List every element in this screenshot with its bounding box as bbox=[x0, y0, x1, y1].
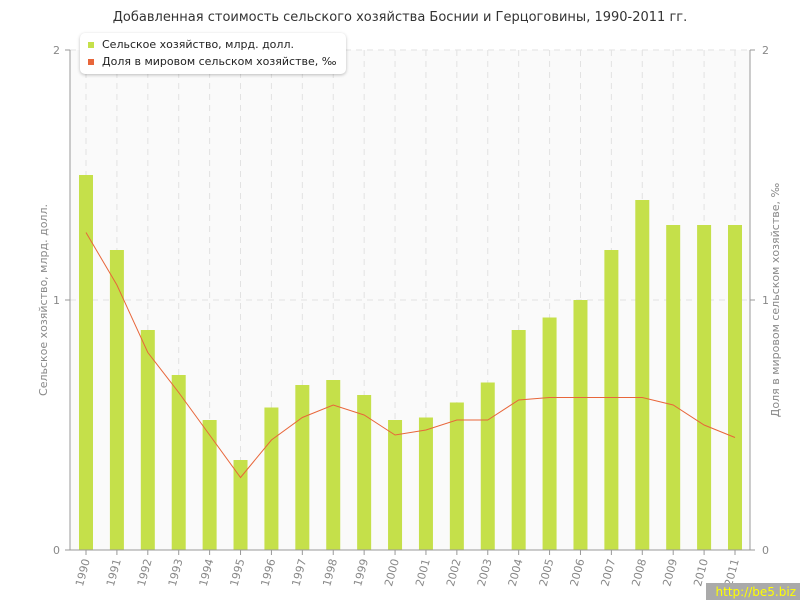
x-tick-label: 1998 bbox=[320, 557, 340, 587]
y2-tick-label: 2 bbox=[762, 44, 769, 57]
x-tick-label: 2000 bbox=[382, 557, 402, 587]
x-tick-label: 1996 bbox=[259, 557, 279, 587]
x-tick-label: 2009 bbox=[660, 557, 680, 587]
y-tick-label: 1 bbox=[53, 294, 60, 307]
y-tick-label: 2 bbox=[53, 44, 60, 57]
bar bbox=[449, 402, 464, 550]
bar bbox=[418, 417, 433, 550]
bar bbox=[480, 382, 495, 550]
legend-swatch-bars bbox=[88, 42, 94, 48]
x-tick-label: 2005 bbox=[537, 557, 557, 587]
bar bbox=[109, 250, 124, 550]
x-tick-label: 2002 bbox=[444, 557, 464, 587]
bar bbox=[79, 175, 93, 550]
x-tick-label: 1992 bbox=[135, 557, 155, 587]
bar bbox=[635, 200, 650, 550]
legend-label-bars: Сельское хозяйство, млрд. долл. bbox=[102, 38, 294, 51]
legend-swatch-line bbox=[88, 59, 94, 65]
bar bbox=[511, 330, 526, 550]
x-tick-label: 1991 bbox=[104, 557, 124, 587]
legend: Сельское хозяйство, млрд. долл. Доля в м… bbox=[80, 33, 347, 74]
y2-axis-title: Доля в мировом сельском хозяйстве, ‰ bbox=[769, 183, 782, 418]
x-tick-label: 2006 bbox=[568, 557, 588, 587]
bar bbox=[666, 225, 681, 550]
x-tick-label: 2004 bbox=[506, 557, 526, 587]
y2-tick-label: 0 bbox=[762, 544, 769, 557]
legend-item-bars[interactable]: Сельское хозяйство, млрд. долл. bbox=[88, 36, 336, 53]
bar bbox=[728, 225, 742, 550]
x-tick-label: 1997 bbox=[289, 557, 309, 587]
x-tick-label: 2008 bbox=[629, 557, 649, 587]
bar bbox=[140, 330, 155, 550]
y2-tick-label: 1 bbox=[762, 294, 769, 307]
line-series bbox=[85, 232, 736, 479]
bar bbox=[233, 460, 248, 550]
x-tick-label: 2001 bbox=[413, 557, 433, 587]
bar bbox=[357, 395, 372, 550]
bar bbox=[573, 300, 588, 550]
bar bbox=[604, 250, 619, 550]
x-tick-label: 1999 bbox=[351, 557, 371, 587]
y-axis-title: Сельское хозяйство, млрд. долл. bbox=[37, 204, 50, 396]
bar bbox=[171, 375, 186, 550]
x-tick-label: 1990 bbox=[73, 557, 93, 587]
bar bbox=[264, 407, 279, 550]
legend-label-line: Доля в мировом сельском хозяйстве, ‰ bbox=[102, 55, 337, 68]
bar bbox=[326, 380, 341, 550]
x-tick-label: 2007 bbox=[598, 557, 618, 587]
x-tick-label: 2003 bbox=[475, 557, 495, 587]
legend-item-line[interactable]: Доля в мировом сельском хозяйстве, ‰ bbox=[88, 53, 336, 70]
watermark-link[interactable]: http://be5.biz bbox=[705, 583, 800, 600]
x-tick-label: 1994 bbox=[197, 557, 217, 587]
y-tick-label: 0 bbox=[53, 544, 60, 557]
bar bbox=[388, 420, 403, 550]
chart-title: Добавленная стоимость сельского хозяйств… bbox=[112, 10, 688, 25]
bar bbox=[202, 420, 217, 550]
x-tick-label: 1995 bbox=[228, 557, 248, 587]
bar bbox=[697, 225, 712, 550]
bar bbox=[542, 317, 557, 550]
x-tick-label: 1993 bbox=[166, 557, 186, 587]
bar bbox=[295, 385, 310, 550]
